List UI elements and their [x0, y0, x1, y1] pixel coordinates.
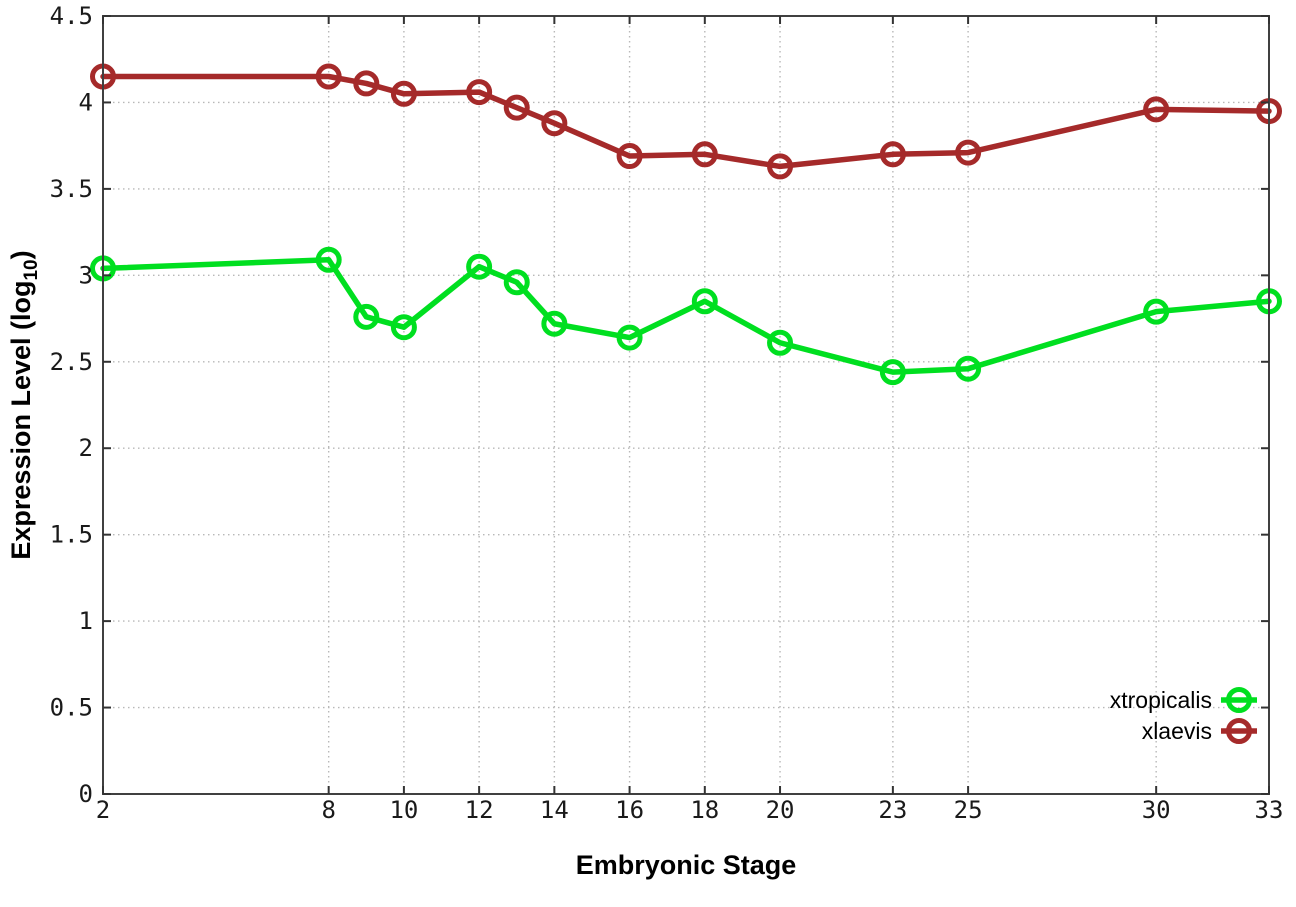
x-tick-label: 25 — [954, 796, 983, 824]
data-point-marker-xlaevis — [879, 141, 906, 168]
legend-label-xtropicalis: xtropicalis — [1110, 687, 1212, 713]
axis-tick-labels: 2 8 10 12 14 16 18 20 23 25 30 33 0 0.5 1 1.5 2 2.5 3 3.5 4 4… — [50, 2, 1284, 824]
data-point-marker-xlaevis — [353, 70, 380, 97]
data-point-marker-xtropicalis — [879, 359, 906, 386]
data-point-marker-xlaevis — [691, 141, 718, 168]
legend-marker-circle-xlaevis — [1226, 718, 1252, 744]
x-tick-label: 20 — [766, 796, 795, 824]
y-tick-label: 2 — [79, 434, 93, 462]
legend-label-xlaevis: xlaevis — [1142, 718, 1212, 744]
data-point-marker-xtropicalis — [353, 303, 380, 330]
y-tick-label: 2.5 — [50, 348, 93, 376]
series-xlaevis — [90, 63, 1282, 180]
data-point-marker-xtropicalis — [466, 253, 493, 280]
legend-item-xtropicalis: xtropicalis — [1110, 687, 1257, 713]
x-tick-label: 2 — [96, 796, 110, 824]
series-xtropicalis — [90, 246, 1282, 386]
y-axis-title: Expression Level (log10) — [6, 250, 42, 559]
x-tick-label: 14 — [540, 796, 569, 824]
legend-marker-circle-xtropicalis — [1226, 687, 1252, 713]
data-point-marker-xtropicalis — [503, 269, 530, 296]
series-line-xlaevis — [100, 73, 1272, 170]
legend-item-xlaevis: xlaevis — [1142, 718, 1257, 744]
data-point-marker-xlaevis — [315, 63, 342, 90]
data-point-marker-xtropicalis — [691, 288, 718, 315]
x-tick-label: 10 — [389, 796, 418, 824]
gridlines — [103, 16, 1269, 794]
data-point-marker-xlaevis — [390, 80, 417, 107]
y-tick-label: 4 — [79, 88, 93, 116]
data-point-marker-xtropicalis — [616, 324, 643, 351]
data-point-marker-xlaevis — [955, 139, 982, 166]
data-point-marker-xtropicalis — [1143, 298, 1170, 325]
legend: xtropicalis xlaevis — [1110, 687, 1257, 744]
y-tick-label: 4.5 — [50, 2, 93, 30]
x-tick-label: 30 — [1142, 796, 1171, 824]
data-point-marker-xlaevis — [503, 94, 530, 121]
x-tick-label: 33 — [1255, 796, 1284, 824]
y-tick-label: 3 — [79, 261, 93, 289]
x-tick-label: 16 — [615, 796, 644, 824]
x-tick-label: 23 — [878, 796, 907, 824]
data-point-marker-xlaevis — [466, 79, 493, 106]
data-point-marker-xtropicalis — [541, 310, 568, 337]
y-tick-label: 0.5 — [50, 694, 93, 722]
x-axis-title: Embryonic Stage — [576, 850, 797, 880]
data-point-marker-xtropicalis — [955, 355, 982, 382]
x-tick-label: 12 — [465, 796, 494, 824]
data-point-marker-xlaevis — [616, 143, 643, 170]
series-line-xtropicalis — [100, 257, 1272, 375]
data-point-marker-xtropicalis — [315, 246, 342, 273]
data-point-marker-xlaevis — [541, 110, 568, 137]
x-tick-label: 8 — [321, 796, 335, 824]
data-point-marker-xlaevis — [1143, 96, 1170, 123]
axis-ticks — [102, 15, 1270, 795]
data-point-marker-xlaevis — [767, 153, 794, 180]
y-tick-label: 1 — [79, 607, 93, 635]
data-series — [90, 63, 1282, 386]
x-tick-label: 18 — [690, 796, 719, 824]
y-tick-label: 3.5 — [50, 175, 93, 203]
data-point-marker-xtropicalis — [390, 314, 417, 341]
plot-border — [102, 15, 1270, 795]
y-tick-label: 0 — [79, 780, 93, 808]
data-point-marker-xtropicalis — [767, 329, 794, 356]
y-tick-label: 1.5 — [50, 521, 93, 549]
